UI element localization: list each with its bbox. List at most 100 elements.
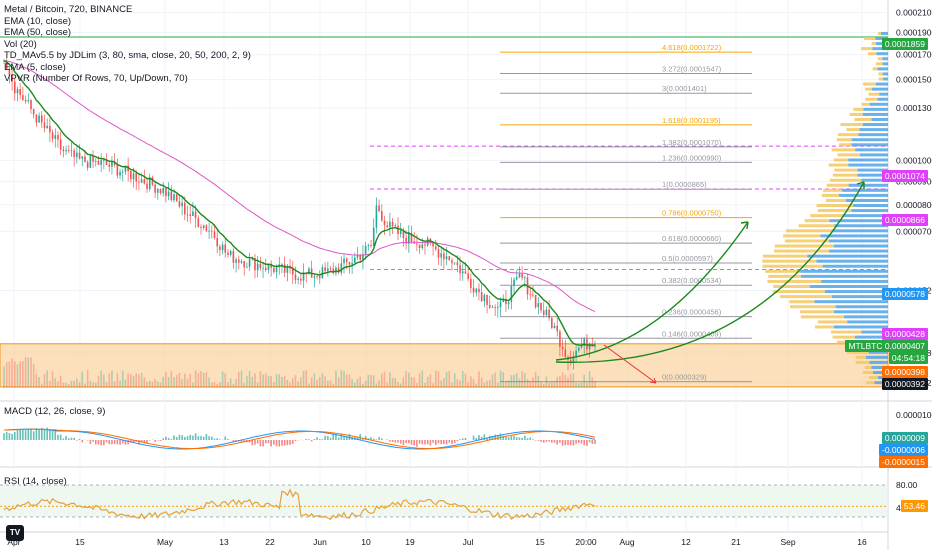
volume-bar	[135, 373, 138, 388]
volume-bar	[11, 358, 13, 388]
candle-body	[364, 245, 367, 254]
volume-bar	[194, 370, 197, 388]
projection-curve-1	[555, 221, 749, 361]
candle-body	[432, 242, 434, 247]
candle-body	[78, 152, 81, 159]
candle-body	[254, 258, 256, 271]
candle-body	[224, 244, 227, 253]
volume-bar	[89, 380, 92, 388]
vpvr-bar-up	[882, 72, 888, 76]
volume-bar	[184, 373, 186, 388]
candle-body	[189, 214, 192, 217]
vpvr-bar-up	[807, 254, 888, 258]
vpvr-bar-down	[837, 133, 859, 137]
volume-bar	[445, 372, 448, 388]
volume-bar	[49, 380, 51, 388]
volume-bar	[594, 381, 596, 388]
vpvr-bar-down	[872, 67, 878, 71]
candle-body	[467, 273, 469, 280]
macd-histogram-bar	[57, 434, 59, 440]
volume-bar	[197, 372, 200, 388]
vpvr-bar-down	[836, 138, 852, 142]
macd-histogram-bar	[335, 434, 337, 440]
candle-body	[24, 99, 27, 102]
candle-body	[389, 221, 391, 228]
vpvr-bar-up	[863, 107, 888, 111]
macd-histogram-bar	[429, 440, 432, 446]
vpvr-bar-down	[815, 325, 834, 329]
vpvr-bar-down	[786, 229, 833, 233]
volume-bar	[559, 375, 561, 388]
candle-body	[402, 230, 405, 238]
price-tag: 0.0000428	[881, 328, 928, 340]
vpvr-bar-down	[865, 87, 873, 91]
volume-bar	[273, 382, 275, 388]
candle-body	[416, 243, 418, 245]
macd-histogram-bar	[537, 440, 540, 441]
vpvr-bar-up	[822, 264, 888, 268]
volume-bar	[459, 380, 461, 388]
vpvr-bar-up	[872, 371, 888, 375]
candle-body	[318, 276, 321, 279]
candle-body	[588, 344, 591, 350]
candle-body	[267, 263, 270, 271]
volume-bar	[480, 377, 483, 388]
macd-histogram-bar	[391, 440, 394, 443]
vpvr-bar-down	[829, 178, 862, 182]
vpvr-bar-down	[774, 244, 834, 248]
macd-price-tag: 0.0000009	[881, 432, 928, 444]
volume-bar	[362, 383, 364, 388]
macd-histogram-bar	[165, 436, 167, 440]
candle-body	[246, 266, 248, 268]
volume-bar	[502, 372, 505, 388]
volume-bar	[394, 378, 397, 388]
macd-histogram-bar	[197, 436, 200, 440]
candle-body	[43, 122, 46, 129]
volume-bar	[548, 382, 550, 388]
candle-body	[184, 202, 186, 215]
macd-histogram-bar	[364, 436, 367, 440]
candle-body	[67, 149, 70, 151]
vpvr-bar-down	[877, 57, 883, 61]
volume-bar	[127, 373, 129, 388]
candle-body	[175, 194, 178, 202]
volume-bar	[5, 362, 8, 388]
macd-legend[interactable]: MACD (12, 26, close, 9)	[4, 406, 106, 417]
candle-body	[159, 189, 162, 194]
macd-histogram-bar	[399, 440, 402, 444]
price-tag: 0.0001074	[881, 170, 928, 182]
candle-body	[54, 135, 57, 139]
macd-histogram-bar	[81, 440, 84, 443]
price-tag: 0.0001859	[881, 38, 928, 50]
volume-bar	[143, 377, 146, 388]
vpvr-bar-down	[762, 264, 823, 268]
volume-bar	[464, 373, 467, 388]
volume-bar	[81, 371, 84, 388]
vpvr-bar-up	[871, 117, 888, 121]
macd-histogram-bar	[40, 427, 43, 440]
macd-histogram-bar	[5, 431, 8, 440]
candle-body	[148, 177, 151, 190]
time-tick-label: 22	[265, 537, 275, 547]
volume-bar	[291, 378, 294, 388]
volume-bar	[67, 383, 70, 388]
tradingview-logo-icon: TV	[6, 525, 24, 541]
volume-bar	[432, 383, 434, 388]
macd-histogram-bar	[19, 429, 21, 440]
candle-body	[518, 273, 521, 278]
fib-level-label: 3(0.0001401)	[662, 84, 707, 93]
vpvr-bar-down	[783, 234, 821, 238]
macd-histogram-bar	[67, 438, 70, 440]
vpvr-bar-down	[789, 300, 815, 304]
candle-body	[561, 346, 564, 350]
volume-bar	[499, 370, 502, 388]
time-tick-label: 20:00	[575, 537, 597, 547]
candle-body	[329, 268, 332, 270]
macd-histogram-bar	[499, 433, 502, 440]
volume-bar	[556, 376, 559, 388]
volume-bar	[205, 372, 208, 388]
vpvr-bar-up	[845, 198, 888, 202]
rsi-legend[interactable]: RSI (14, close)	[4, 476, 67, 487]
